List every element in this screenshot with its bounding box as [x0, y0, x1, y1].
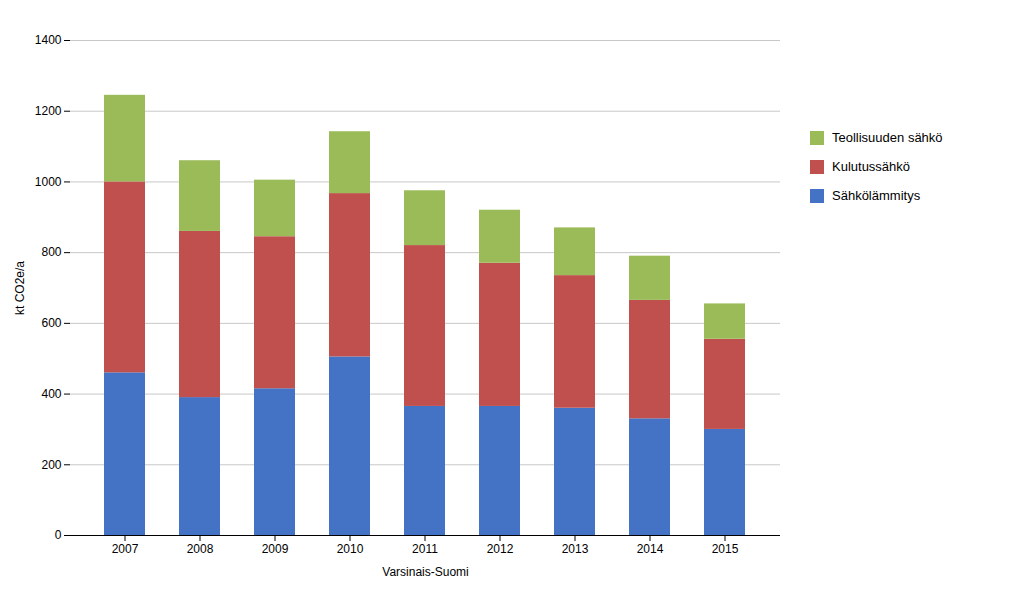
svg-text:1000: 1000: [35, 175, 62, 189]
html-text:Sähkölämmitys: Sähkölämmitys: [832, 188, 921, 203]
svg-text:2014: 2014: [637, 542, 664, 556]
svg-text:600: 600: [41, 316, 61, 330]
svg-text:2015: 2015: [712, 542, 739, 556]
svg-text:2010: 2010: [337, 542, 364, 556]
html-text:Teollisuuden sähkö: Teollisuuden sähkö: [832, 130, 943, 145]
svg-text:1200: 1200: [35, 104, 62, 118]
svg-text:2012: 2012: [487, 542, 514, 556]
svg-text:2007: 2007: [112, 542, 139, 556]
svg-text:800: 800: [41, 245, 61, 259]
svg-text:2008: 2008: [187, 542, 214, 556]
svg-text:1400: 1400: [35, 33, 62, 47]
svg-text:0: 0: [55, 528, 62, 542]
svg-text:2011: 2011: [412, 542, 438, 556]
svg-text:200: 200: [41, 458, 61, 472]
html-text:Kulutussähkö: Kulutussähkö: [832, 159, 911, 174]
svg-text:2013: 2013: [562, 542, 589, 556]
svg-text:400: 400: [41, 387, 61, 401]
svg-text:2009: 2009: [262, 542, 289, 556]
svg-text:Varsinais-Suomi: Varsinais-Suomi: [382, 565, 468, 579]
svg-text:kt CO2e/a: kt CO2e/a: [13, 261, 27, 315]
